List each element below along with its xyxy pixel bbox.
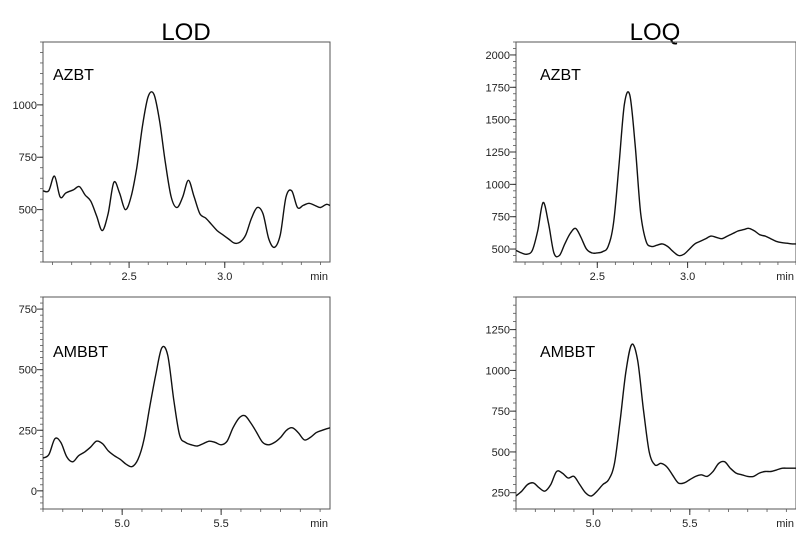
y-tick-label: 1750 <box>486 82 510 94</box>
chart-panels: 500 750 1000 2.5 3.0 min AZBT 0 250 500 750 5.0 5.5 m… <box>13 41 796 530</box>
y-tick-label: 750 <box>492 212 510 224</box>
analyte-label: AMBBT <box>540 344 595 361</box>
analyte-label: AZBT <box>540 67 581 84</box>
x-tick-label: 5.5 <box>213 518 228 530</box>
x-tick-label: 5.0 <box>586 518 601 530</box>
y-tick-label: 250 <box>19 425 37 437</box>
x-tick-label: 2.5 <box>121 271 136 283</box>
chromatogram-trace <box>516 91 796 258</box>
x-tick-label: 3.0 <box>680 271 695 283</box>
y-tick-label: 250 <box>492 488 510 500</box>
y-tick-label: 500 <box>19 205 37 217</box>
x-tick-label: 5.5 <box>682 518 697 530</box>
chart-panel: 0 250 500 750 5.0 5.5 min AMBBT <box>19 296 331 530</box>
x-axis-unit: min <box>776 271 794 283</box>
x-axis-unit: min <box>310 518 328 530</box>
chromatogram-trace <box>43 91 330 249</box>
y-tick-label: 0 <box>31 486 37 498</box>
plot-frame <box>515 296 796 510</box>
analyte-label: AZBT <box>53 67 94 84</box>
y-tick-label: 750 <box>19 304 37 316</box>
x-tick-label: 2.5 <box>590 271 605 283</box>
chart-panel: 250 500 750 1000 1250 5.0 5.5 min AMBBT <box>486 296 796 530</box>
plot-frame <box>42 296 331 510</box>
chart-panel: 500 750 1000 1250 1500 1750 2000 2.5 3.0 min AZBT <box>486 41 796 283</box>
y-tick-label: 1250 <box>486 147 510 159</box>
y-tick-label: 500 <box>19 365 37 377</box>
chromatogram-trace <box>43 345 330 468</box>
y-tick-label: 1000 <box>486 365 510 377</box>
chromatogram-trace <box>516 343 796 497</box>
chart-panel: 500 750 1000 2.5 3.0 min AZBT <box>13 41 331 283</box>
analyte-label: AMBBT <box>53 344 108 361</box>
y-tick-label: 500 <box>492 447 510 459</box>
x-tick-label: 3.0 <box>217 271 232 283</box>
y-tick-label: 500 <box>492 244 510 256</box>
y-tick-label: 750 <box>19 152 37 164</box>
y-tick-label: 750 <box>492 406 510 418</box>
x-axis-unit: min <box>776 518 794 530</box>
y-tick-label: 1000 <box>13 100 37 112</box>
x-axis-unit: min <box>310 271 328 283</box>
y-tick-label: 1000 <box>486 179 510 191</box>
y-tick-label: 2000 <box>486 50 510 62</box>
y-tick-label: 1500 <box>486 115 510 127</box>
x-tick-label: 5.0 <box>115 518 130 530</box>
y-tick-label: 1250 <box>486 325 510 337</box>
